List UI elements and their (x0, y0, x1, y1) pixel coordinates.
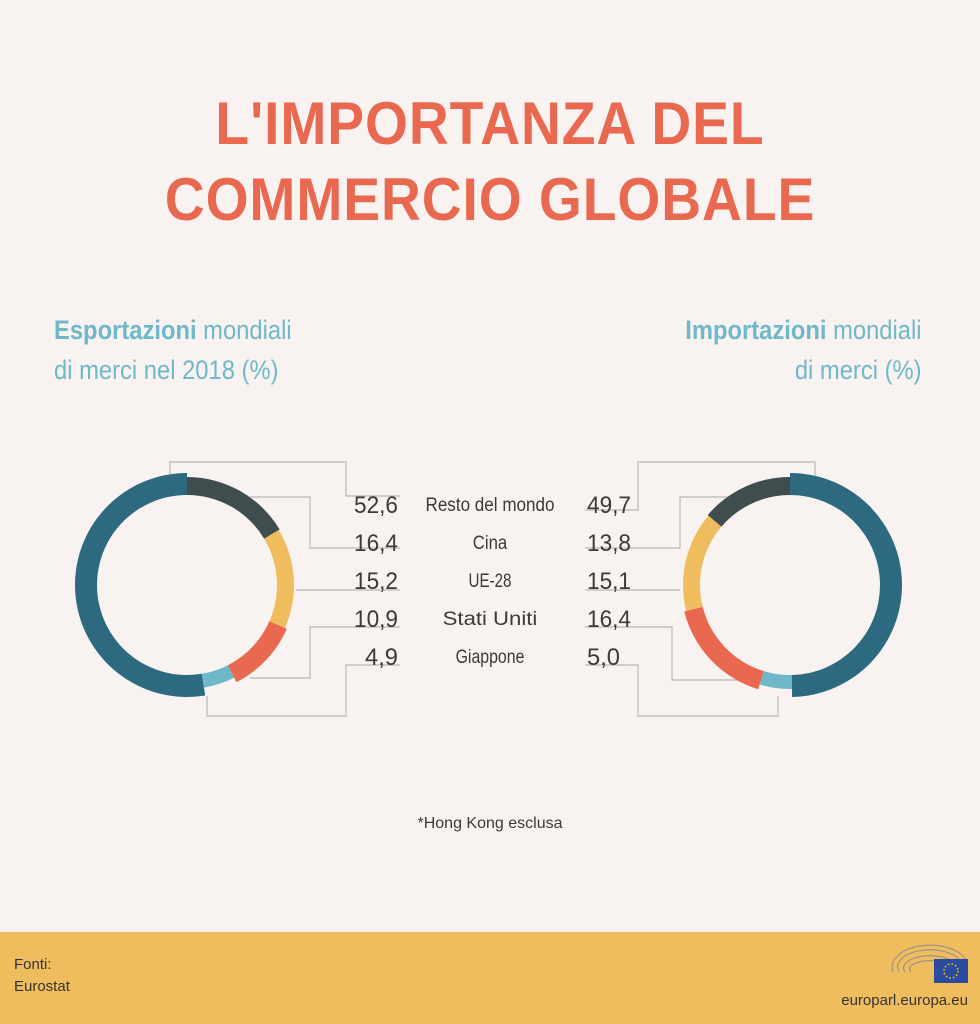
value-label: 16,4 (587, 606, 631, 633)
imports-subtitle: Importazioni mondiali di merci (%) (686, 310, 922, 390)
segment-stati-uniti (684, 606, 764, 690)
leader-lines (169, 461, 816, 717)
segment-cina (707, 477, 790, 527)
category-label: Giappone (456, 647, 525, 668)
segment-ue-28 (264, 529, 294, 629)
exports-subtitle: Esportazioni mondiali di merci nel 2018 … (54, 310, 292, 390)
sources-label: Fonti: (14, 956, 52, 973)
segment-stati-uniti (227, 621, 287, 683)
value-label: 10,9 (354, 606, 398, 633)
segment-resto-del-mondo (790, 473, 902, 697)
value-label: 16,4 (354, 530, 398, 557)
value-label: 15,1 (587, 568, 631, 595)
exports-subtitle-bold: Esportazioni (54, 315, 197, 345)
title-line-2: COMMERCIO GLOBALE (164, 166, 816, 233)
value-label: 15,2 (354, 568, 398, 595)
site-url: europarl.europa.eu (841, 992, 968, 1009)
exports-subtitle-rest: mondiali (196, 315, 292, 345)
imports-subtitle-bold: Importazioni (685, 315, 827, 345)
imports-subtitle-line2: di merci (%) (795, 355, 922, 385)
value-label: 5,0 (587, 644, 620, 671)
sources: Fonti: Eurostat (14, 954, 70, 998)
segment-ue-28 (683, 515, 722, 611)
sources-value: Eurostat (14, 978, 70, 995)
category-label: UE-28 (469, 571, 512, 592)
page-title: L'IMPORTANZA DEL COMMERCIO GLOBALE (39, 86, 941, 238)
footer: Fonti: Eurostat europarl.europa.eu (0, 932, 980, 1024)
title-line-1: L'IMPORTANZA DEL (215, 90, 765, 157)
category-label: Stati Uniti (443, 609, 538, 630)
footnote: *Hong Kong esclusa (417, 815, 563, 832)
segment-resto-del-mondo (75, 473, 206, 697)
segment-giappone (759, 671, 792, 690)
europarl-logo (891, 944, 968, 983)
imports-subtitle-rest: mondiali (826, 315, 922, 345)
category-label: Cina (473, 533, 508, 554)
segment-giappone (201, 665, 235, 688)
category-label: Resto del mondo (426, 495, 555, 516)
value-label: 13,8 (587, 530, 631, 557)
value-label: 52,6 (354, 492, 398, 519)
value-label: 49,7 (587, 492, 631, 519)
exports-subtitle-line2: di merci nel 2018 (%) (54, 355, 279, 385)
eu-flag-icon (934, 959, 968, 983)
segment-cina (187, 477, 280, 539)
value-label: 4,9 (365, 644, 398, 671)
